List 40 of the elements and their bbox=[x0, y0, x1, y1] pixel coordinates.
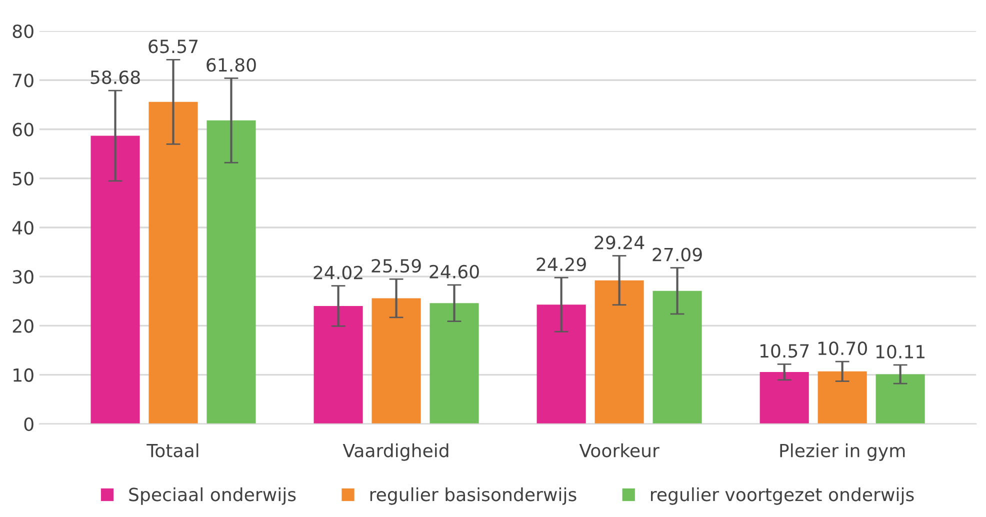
bar bbox=[760, 372, 809, 424]
bar bbox=[372, 298, 421, 424]
legend-label: regulier voortgezet onderwijs bbox=[651, 487, 914, 505]
data-label: 65.57 bbox=[148, 40, 198, 54]
y-tick-label: 40 bbox=[12, 220, 34, 235]
data-label: 24.29 bbox=[536, 258, 586, 272]
data-label: 61.80 bbox=[206, 58, 256, 72]
y-tick-label: 50 bbox=[12, 172, 34, 186]
data-label: 58.68 bbox=[90, 70, 140, 84]
y-tick-label: 20 bbox=[12, 319, 34, 333]
bar bbox=[594, 280, 644, 424]
x-tick-label: Vaardigheid bbox=[342, 443, 448, 461]
bar bbox=[314, 306, 363, 424]
y-tick-label: 0 bbox=[24, 417, 34, 432]
y-tick-label: 30 bbox=[12, 270, 34, 284]
bar bbox=[430, 303, 479, 424]
data-label: 10.11 bbox=[876, 344, 924, 359]
data-label: 24.02 bbox=[314, 266, 362, 280]
x-tick-label: Voorkeur bbox=[579, 443, 660, 458]
bar bbox=[876, 374, 925, 424]
y-tick-label: 60 bbox=[12, 122, 34, 136]
data-label: 10.70 bbox=[818, 341, 867, 356]
legend-label: regulier basisonderwijs bbox=[370, 487, 576, 505]
bar bbox=[90, 136, 140, 424]
bar bbox=[536, 304, 586, 424]
y-tick-label: 10 bbox=[14, 368, 34, 382]
y-tick-label: 80 bbox=[12, 24, 34, 38]
bar bbox=[148, 102, 198, 424]
x-tick-label: Totaal bbox=[146, 443, 198, 458]
data-label: 29.24 bbox=[594, 236, 644, 250]
bar bbox=[818, 371, 867, 424]
data-label: 25.59 bbox=[372, 258, 421, 273]
legend-label: Speciaal onderwijs bbox=[129, 487, 296, 505]
x-tick-label: Plezier in gym bbox=[780, 443, 905, 461]
data-label: 24.60 bbox=[430, 264, 479, 278]
y-tick-label: 70 bbox=[13, 74, 34, 88]
data-label: 27.09 bbox=[652, 248, 702, 262]
data-label: 10.57 bbox=[760, 344, 809, 358]
bar bbox=[652, 290, 702, 424]
bar bbox=[206, 120, 256, 424]
